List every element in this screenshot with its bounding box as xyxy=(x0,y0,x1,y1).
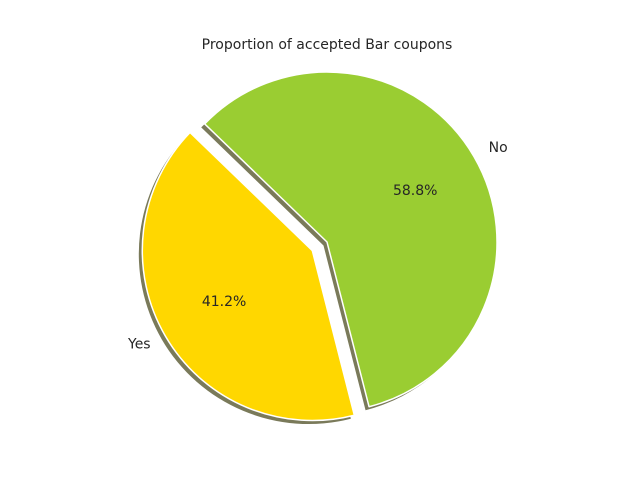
pct-label-no: 58.8% xyxy=(393,183,437,199)
slice-label-yes: Yes xyxy=(127,336,151,352)
pct-label-yes: 41.2% xyxy=(202,294,246,310)
slice-label-no: No xyxy=(489,140,508,156)
pie-labels: Yes 41.2% No 58.8% xyxy=(127,140,508,352)
pie-slice-yes xyxy=(141,131,356,422)
chart-title: Proportion of accepted Bar coupons xyxy=(202,37,453,53)
pie-slices xyxy=(141,71,498,422)
pie-slice-no xyxy=(203,71,498,408)
